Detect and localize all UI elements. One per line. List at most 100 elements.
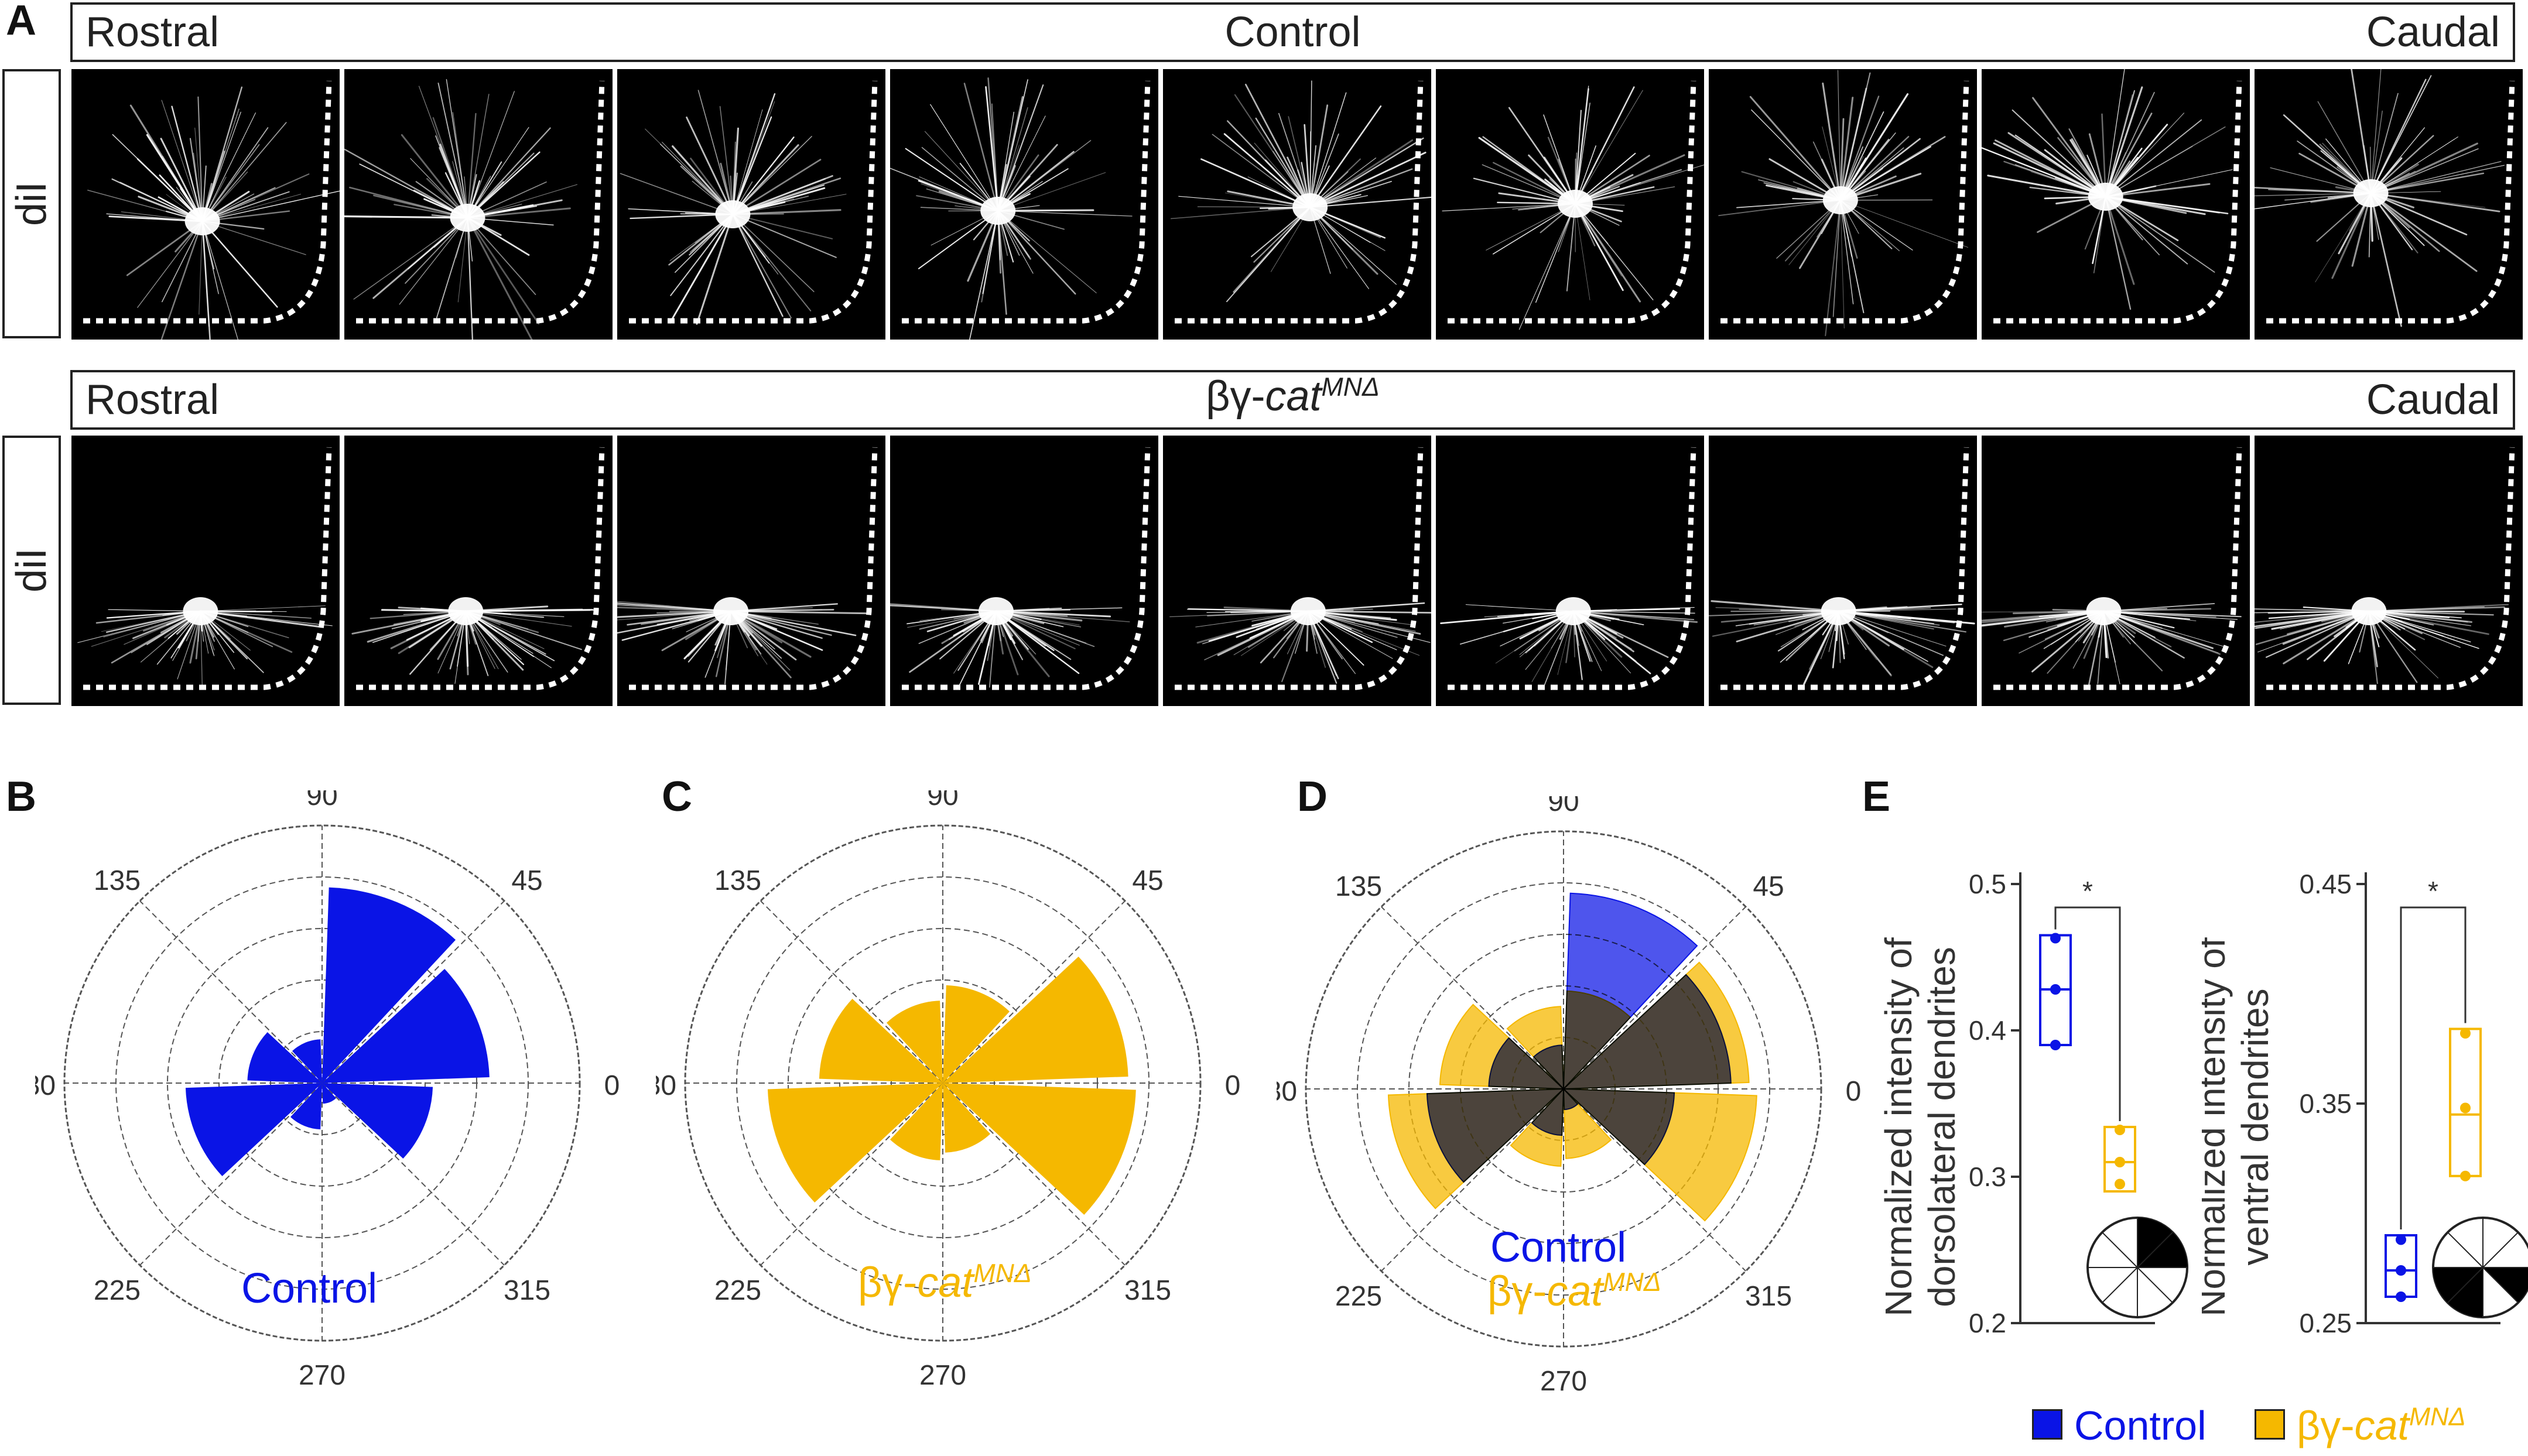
- polar-wedge-mutant: [886, 1001, 943, 1083]
- control-tile: [1709, 69, 1977, 340]
- angle-label: 45: [1753, 871, 1784, 902]
- polar-wedge-control: [322, 968, 490, 1083]
- mutant-tile: [2255, 436, 2523, 706]
- mutant-caudal-label: Caudal: [2366, 376, 2500, 423]
- data-point: [2396, 1291, 2406, 1302]
- y-tick-label: 0.4: [1969, 1015, 2006, 1046]
- legend-e-control-swatch: [2032, 1409, 2062, 1440]
- control-tile: [1163, 69, 1431, 340]
- polar-spoke: [139, 900, 323, 1084]
- y-axis-label: Normalized intensity ofdorsolateral dend…: [1877, 937, 1963, 1317]
- polar-wedge-control: [1562, 892, 1698, 1091]
- legend-e-mutant-label: βγ-catMNΔ: [2297, 1403, 2466, 1448]
- mutant-row-header: Rostral βγ-catMNΔ Caudal: [70, 370, 2515, 430]
- boxplot-ventral: 0.25 0.35 0.45 Normalized intensity ofventr…: [2202, 869, 2528, 1338]
- polar-spoke: [321, 1082, 505, 1266]
- polar-wedge-control: [322, 1083, 337, 1104]
- data-point: [2050, 984, 2061, 995]
- mutant-tile: [1436, 436, 1704, 706]
- control-tile: [2255, 69, 2523, 340]
- angle-label: 315: [504, 1275, 550, 1306]
- panel-label-b: B: [6, 773, 36, 820]
- significance-star: *: [2428, 876, 2438, 906]
- polar-wedge-control: [1531, 1087, 1565, 1136]
- angle-label: 225: [714, 1275, 761, 1306]
- control-row-header: Rostral Control Caudal: [70, 2, 2515, 62]
- angle-label: 270: [1540, 1366, 1587, 1397]
- panel-label-e: E: [1862, 773, 1891, 820]
- y-tick-label: 0.5: [1969, 869, 2006, 899]
- data-point: [2460, 1102, 2471, 1114]
- angle-label: 45: [1132, 865, 1163, 896]
- angle-label: 90: [306, 790, 337, 811]
- polar-wedge-control: [1562, 974, 1732, 1090]
- control-title: Control: [1224, 9, 1361, 56]
- polar-wedge-mutant: [943, 956, 1128, 1083]
- polar-wedge-control: [185, 1083, 322, 1177]
- control-rostral-label: Rostral: [85, 9, 220, 56]
- mutant-tile: [1163, 436, 1431, 706]
- control-caudal-label: Caudal: [2366, 9, 2500, 56]
- polar-spoke: [139, 1082, 323, 1266]
- angle-label: 270: [919, 1360, 966, 1391]
- mutant-row-side-label: diI: [2, 436, 61, 705]
- box-mutant: [2449, 1027, 2482, 1177]
- polar-wedge-control: [290, 1083, 322, 1130]
- angle-label: 0: [604, 1070, 620, 1101]
- polar-spoke: [1381, 1088, 1564, 1272]
- legend-c-mutant: βγ-catMNΔ: [858, 1259, 1032, 1306]
- angle-label: 225: [94, 1275, 141, 1306]
- angle-label: 0: [1846, 1076, 1862, 1107]
- data-point: [2396, 1234, 2406, 1245]
- legend-d-mutant: βγ-catMNΔ: [1487, 1268, 1661, 1315]
- angle-label: 90: [927, 790, 958, 811]
- y-tick-label: 0.45: [2299, 869, 2352, 899]
- y-tick-label: 0.35: [2299, 1088, 2352, 1119]
- control-row-side-label: diI: [2, 69, 61, 338]
- sector-icon: [2432, 1217, 2528, 1318]
- polar-wedge-mutant: [943, 1083, 991, 1153]
- angle-label: 180: [1277, 1076, 1297, 1107]
- mutant-tile: [890, 436, 1158, 706]
- polar-spoke: [1381, 906, 1564, 1090]
- polar-wedge-mutant: [819, 998, 943, 1083]
- angle-label: 315: [1124, 1275, 1171, 1306]
- angle-label: 90: [1548, 796, 1579, 817]
- y-tick-label: 0.3: [1969, 1162, 2006, 1192]
- angle-label: 135: [714, 865, 761, 896]
- angle-label: 0: [1225, 1070, 1241, 1101]
- mutant-tile: [1709, 436, 1977, 706]
- significance-star: *: [2082, 876, 2093, 906]
- angle-label: 135: [94, 865, 141, 896]
- polar-spoke: [760, 900, 943, 1084]
- polar-grid: [1305, 830, 1822, 1348]
- angle-label: 225: [1335, 1281, 1382, 1312]
- angle-label: 315: [1745, 1281, 1792, 1312]
- mutant-rostral-label: Rostral: [85, 376, 220, 423]
- control-tile: [890, 69, 1158, 340]
- data-point: [2115, 1178, 2125, 1190]
- polar-spoke: [942, 1082, 1126, 1266]
- control-tile: [344, 69, 613, 340]
- control-tile: [1982, 69, 2250, 340]
- polar-wedge-mutant: [943, 1083, 1136, 1215]
- data-point: [2115, 1157, 2125, 1167]
- control-tile: [1436, 69, 1704, 340]
- control-tile: [71, 69, 340, 340]
- polar-grid: [63, 824, 581, 1342]
- polar-wedge-control: [247, 1032, 322, 1083]
- polar-grid: [684, 824, 1202, 1342]
- angle-label: 270: [299, 1360, 345, 1391]
- polar-wedge-control: [1562, 1088, 1675, 1166]
- legend-e-mutant-swatch: [2255, 1409, 2285, 1440]
- angle-label: 180: [35, 1070, 56, 1101]
- mutant-title: βγ-catMNΔ: [1206, 373, 1380, 420]
- panel-label-d: D: [1297, 773, 1328, 820]
- mutant-tile: [71, 436, 340, 706]
- data-point: [2050, 933, 2061, 944]
- panel-label-a: A: [6, 0, 36, 44]
- polar-spoke: [1563, 1088, 1746, 1272]
- control-tile: [617, 69, 885, 340]
- data-point: [2050, 1040, 2061, 1050]
- mutant-tile: [344, 436, 613, 706]
